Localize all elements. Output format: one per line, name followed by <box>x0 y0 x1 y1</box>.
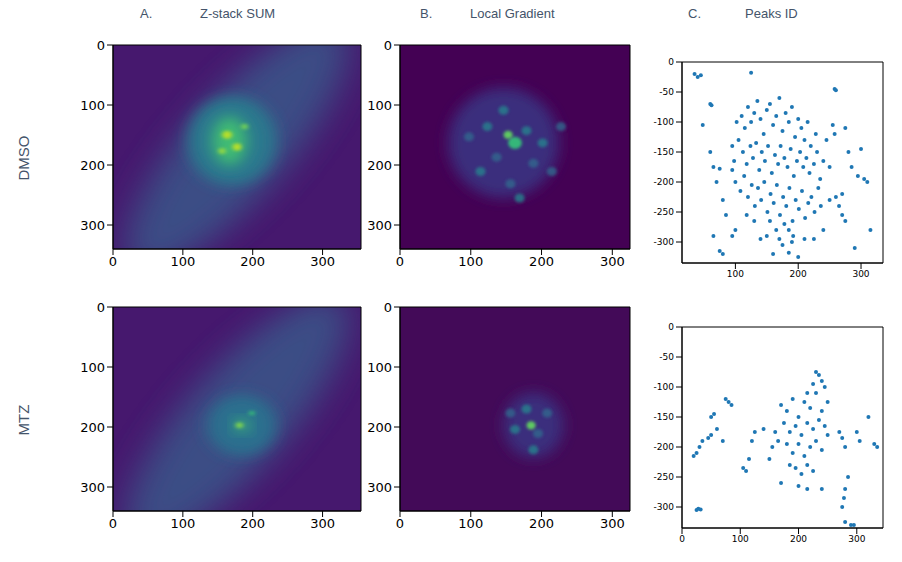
svg-text:200: 200 <box>790 534 807 544</box>
svg-text:300: 300 <box>600 254 625 269</box>
svg-text:-200: -200 <box>654 442 675 452</box>
svg-text:100: 100 <box>367 360 392 375</box>
svg-text:100: 100 <box>727 269 744 279</box>
svg-text:200: 200 <box>240 254 265 269</box>
svg-text:300: 300 <box>310 254 335 269</box>
svg-text:300: 300 <box>367 218 392 233</box>
svg-text:-250: -250 <box>654 207 675 217</box>
svg-text:200: 200 <box>80 158 105 173</box>
svg-text:-50: -50 <box>659 87 674 97</box>
svg-text:0: 0 <box>109 516 117 531</box>
svg-text:-200: -200 <box>654 177 675 187</box>
html-text:DMSO: DMSO <box>15 135 32 181</box>
svg-text:0: 0 <box>668 57 674 67</box>
svg-text:200: 200 <box>240 516 265 531</box>
svg-text:0: 0 <box>384 300 392 315</box>
svg-text:-100: -100 <box>654 117 675 127</box>
svg-text:-300: -300 <box>654 502 675 512</box>
svg-text:300: 300 <box>367 480 392 495</box>
svg-text:100: 100 <box>458 254 483 269</box>
svg-text:300: 300 <box>600 516 625 531</box>
svg-text:0: 0 <box>97 38 105 53</box>
svg-text:0: 0 <box>396 516 404 531</box>
html-text:Local Gradient: Local Gradient <box>470 6 555 21</box>
html-text:Z-stack SUM: Z-stack SUM <box>200 6 276 21</box>
html-text:A.: A. <box>140 6 153 21</box>
svg-text:100: 100 <box>80 360 105 375</box>
svg-text:200: 200 <box>529 254 554 269</box>
svg-text:-300: -300 <box>654 237 675 247</box>
svg-text:300: 300 <box>310 516 335 531</box>
svg-text:100: 100 <box>458 516 483 531</box>
svg-text:100: 100 <box>80 98 105 113</box>
svg-text:200: 200 <box>80 420 105 435</box>
svg-text:100: 100 <box>732 534 749 544</box>
svg-text:100: 100 <box>170 254 195 269</box>
svg-text:300: 300 <box>852 269 869 279</box>
svg-text:-100: -100 <box>654 382 675 392</box>
svg-text:100: 100 <box>367 98 392 113</box>
svg-text:0: 0 <box>679 534 685 544</box>
svg-text:0: 0 <box>109 254 117 269</box>
svg-text:-50: -50 <box>659 352 674 362</box>
svg-text:200: 200 <box>529 516 554 531</box>
svg-text:-150: -150 <box>654 412 675 422</box>
svg-text:300: 300 <box>848 534 865 544</box>
html-text:Peaks ID: Peaks ID <box>745 6 798 21</box>
svg-text:300: 300 <box>80 218 105 233</box>
svg-text:0: 0 <box>396 254 404 269</box>
html-text:C.: C. <box>688 6 701 21</box>
svg-text:100: 100 <box>170 516 195 531</box>
svg-text:200: 200 <box>790 269 807 279</box>
svg-text:300: 300 <box>80 480 105 495</box>
html-text:MTZ: MTZ <box>15 404 32 436</box>
svg-text:0: 0 <box>668 322 674 332</box>
svg-text:0: 0 <box>384 38 392 53</box>
svg-text:200: 200 <box>367 420 392 435</box>
svg-text:-250: -250 <box>654 472 675 482</box>
svg-text:0: 0 <box>97 300 105 315</box>
svg-text:-150: -150 <box>654 147 675 157</box>
svg-text:200: 200 <box>367 158 392 173</box>
html-text:B.: B. <box>420 6 433 21</box>
